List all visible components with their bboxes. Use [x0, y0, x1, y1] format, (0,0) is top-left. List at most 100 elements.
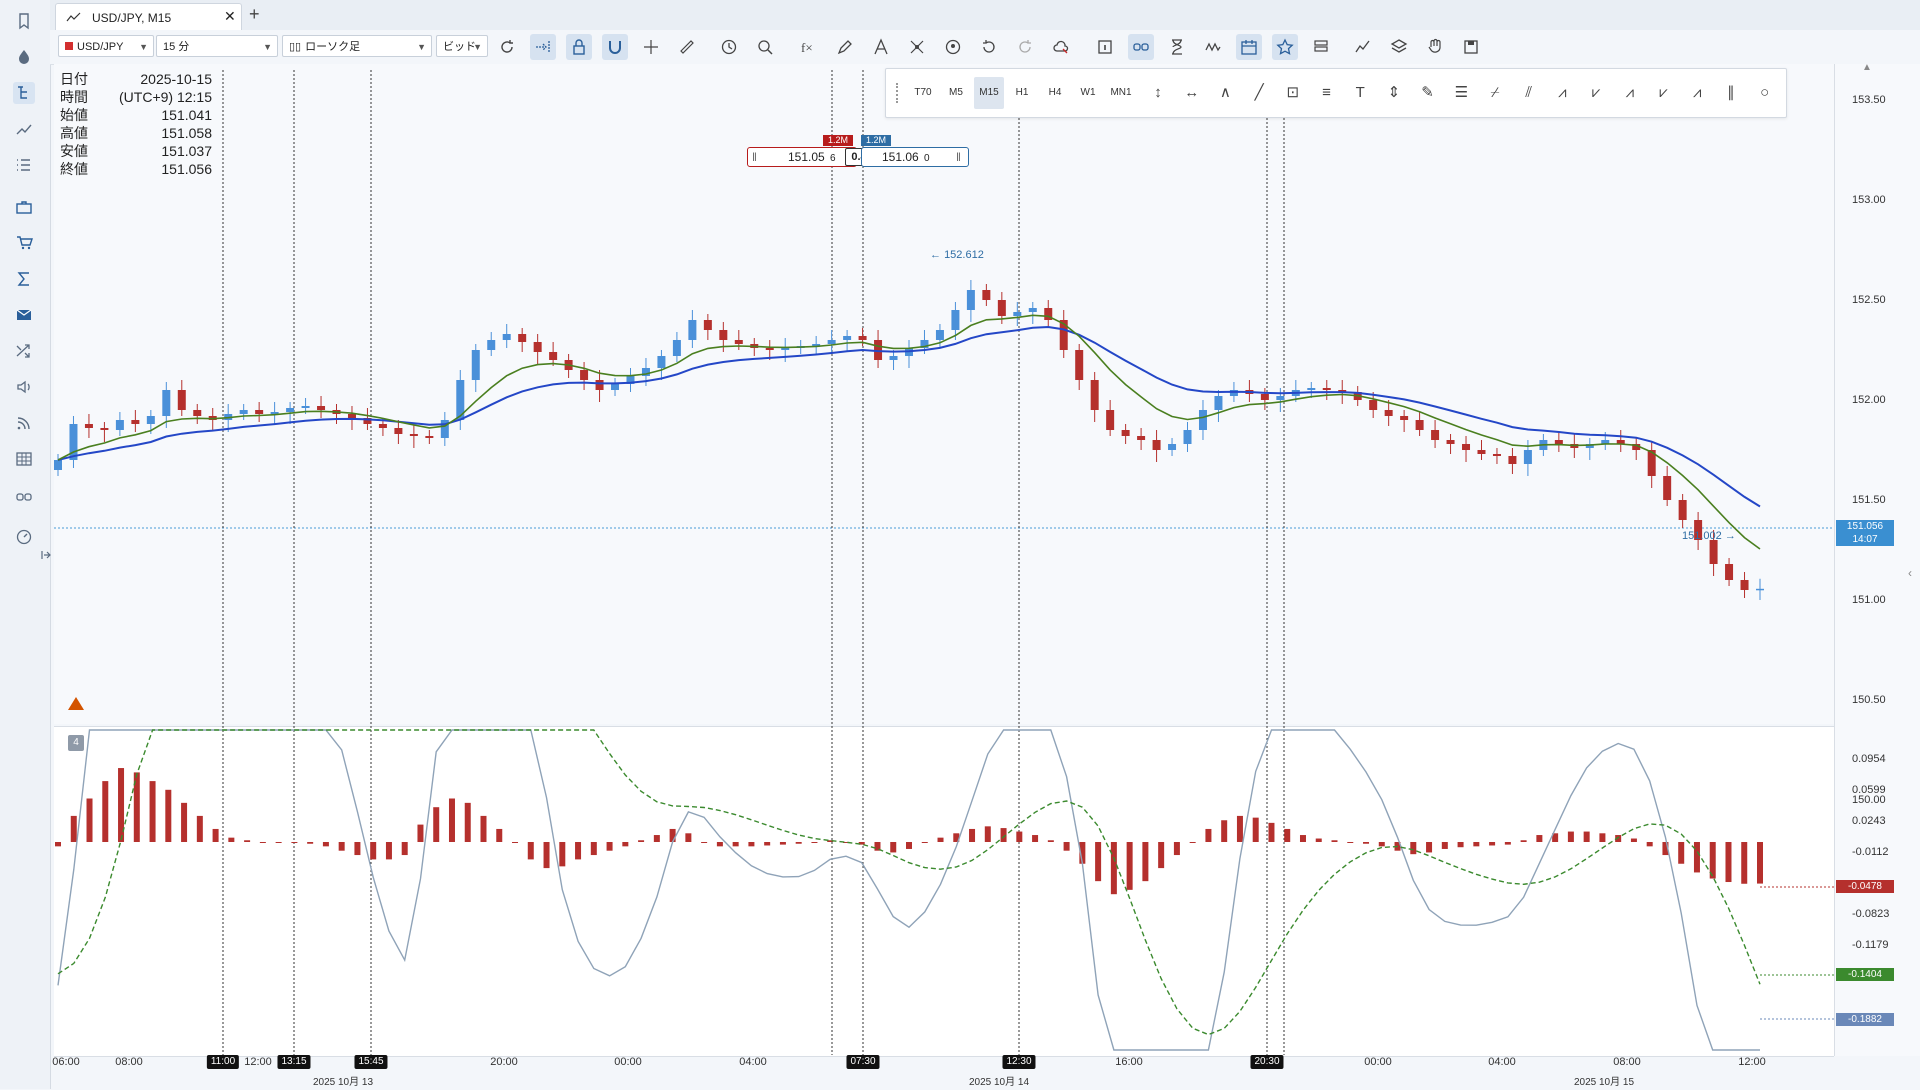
channel-icon[interactable]: ⫽ — [1525, 84, 1533, 101]
zigzag2-icon[interactable]: ⩗ — [1591, 84, 1601, 101]
sell-button[interactable]: ‖ 151.05 6 — [747, 147, 857, 167]
add-tab-button[interactable]: + — [249, 4, 260, 24]
timeframe-m15[interactable]: M15 — [974, 77, 1004, 109]
crosshair-button[interactable] — [638, 34, 664, 60]
cart-icon[interactable] — [13, 232, 35, 254]
pattern-icon[interactable]: ⩗ — [1659, 84, 1668, 101]
pattern2-icon[interactable]: ⩘ — [1692, 84, 1702, 101]
svg-text:f×: f× — [801, 40, 813, 55]
favorite-button[interactable] — [1272, 34, 1298, 60]
macd-pane[interactable] — [54, 726, 1834, 1057]
rss-icon[interactable] — [13, 412, 35, 434]
price-tick: 151.00 — [1852, 594, 1886, 606]
candle-body — [255, 410, 264, 414]
macd-histogram-bar — [575, 842, 582, 860]
zigzag-icon[interactable]: ⩘ — [1558, 84, 1567, 101]
candle-body — [425, 436, 434, 438]
time-axis[interactable] — [54, 1056, 1834, 1090]
candle-body — [1369, 400, 1378, 410]
magnet-button[interactable] — [602, 34, 628, 60]
info-button[interactable] — [1092, 34, 1118, 60]
ruler-button[interactable] — [674, 34, 700, 60]
drag-handle-icon[interactable] — [896, 83, 902, 103]
trend-line-icon[interactable] — [13, 118, 35, 140]
timeframe-h1[interactable]: H1 — [1015, 87, 1029, 98]
warning-icon[interactable] — [68, 697, 84, 710]
tab-close-button[interactable]: ✕ — [224, 8, 236, 24]
zigzag3-icon[interactable]: ⩘ — [1625, 84, 1635, 101]
network-icon — [910, 40, 924, 54]
chart-tab[interactable]: USD/JPY, M15 ✕ — [55, 3, 242, 30]
align-icon[interactable]: ≡ — [1322, 84, 1331, 101]
hlines-icon[interactable]: ☰ — [1454, 84, 1469, 101]
clock-button[interactable] — [716, 34, 742, 60]
binoculars-icon[interactable] — [13, 486, 35, 508]
fit-height-icon[interactable]: ⇕ — [1387, 84, 1401, 101]
symbol-select[interactable]: USD/JPY ▼ — [58, 35, 154, 57]
parallel-icon[interactable]: ∥ — [1727, 84, 1735, 101]
refresh-button[interactable] — [494, 34, 520, 60]
text-icon[interactable]: T — [1355, 84, 1365, 101]
line-icon[interactable]: ╱ — [1254, 84, 1264, 101]
candle-body — [1384, 410, 1393, 416]
chart-type-select[interactable]: ▯▯ ローソク足 ▼ — [282, 35, 432, 57]
list-icon[interactable] — [13, 154, 35, 176]
signal-value-badge: -0.1404 — [1836, 968, 1894, 981]
analysis-button[interactable] — [1350, 34, 1376, 60]
timeframe-select[interactable]: 15 分 ▼ — [156, 35, 278, 57]
pencil-icon[interactable]: ✎ — [1421, 84, 1434, 101]
save-button[interactable] — [1458, 34, 1484, 60]
calculator-icon[interactable] — [13, 448, 35, 470]
timeframe-h4[interactable]: H4 — [1048, 87, 1062, 98]
macd-histogram-bar — [1347, 842, 1354, 843]
circle-icon[interactable]: ○ — [1760, 84, 1770, 101]
briefcase-icon[interactable] — [13, 196, 35, 218]
timeframe-w1[interactable]: W1 — [1080, 87, 1096, 98]
layers-button[interactable] — [1386, 34, 1412, 60]
lock-button[interactable] — [566, 34, 592, 60]
peak-icon[interactable]: ∧ — [1219, 84, 1231, 101]
speedometer-icon[interactable] — [13, 526, 35, 548]
timeframe-t70[interactable]: T70 — [914, 87, 932, 98]
speaker-icon[interactable] — [13, 376, 35, 398]
face-button[interactable] — [940, 34, 966, 60]
expand-panel-icon[interactable] — [40, 544, 52, 566]
cross-line-icon[interactable]: ⌿ — [1490, 84, 1500, 101]
network-button[interactable] — [904, 34, 930, 60]
shuffle-icon[interactable] — [13, 340, 35, 362]
zoom-button[interactable] — [752, 34, 778, 60]
buy-button[interactable]: 151.06 0 ‖ — [861, 147, 969, 167]
redo-button[interactable] — [1012, 34, 1038, 60]
pen-button[interactable] — [832, 34, 858, 60]
text-tool-button[interactable] — [868, 34, 894, 60]
binocular-button[interactable] — [1128, 34, 1154, 60]
price-chart-pane[interactable] — [54, 64, 1834, 724]
undo-button[interactable] — [976, 34, 1002, 60]
wave-button[interactable] — [1200, 34, 1226, 60]
hand-button[interactable] — [1422, 34, 1448, 60]
autoscroll-button[interactable] — [530, 34, 556, 60]
horizontal-arrows-icon[interactable]: ↔ — [1184, 84, 1200, 101]
layers-list-button[interactable] — [1308, 34, 1334, 60]
mail-icon[interactable] — [13, 304, 35, 326]
callout-icon[interactable]: ⊡ — [1286, 84, 1300, 101]
collapse-right-icon[interactable]: ‹ — [1908, 566, 1912, 580]
indicator-button[interactable]: f× — [796, 34, 822, 60]
calendar-button[interactable] — [1236, 34, 1262, 60]
timeframe-mn1[interactable]: MN1 — [1110, 87, 1132, 98]
cloud-button[interactable] — [1048, 34, 1074, 60]
hourglass-button[interactable] — [1164, 34, 1190, 60]
ema-slow-line — [57, 325, 1761, 508]
tree-list-icon[interactable] — [13, 82, 35, 104]
price-type-select[interactable]: ビッド ▼ — [436, 35, 488, 57]
sigma-icon[interactable] — [13, 268, 35, 290]
vertical-arrows-icon[interactable]: ↕ — [1154, 84, 1162, 101]
macd-histogram-bar — [732, 842, 739, 847]
flag-icon — [65, 42, 73, 50]
timeframe-m5[interactable]: M5 — [949, 87, 963, 98]
pane-badge[interactable]: 4 — [68, 735, 84, 751]
scroll-up-icon[interactable]: ▲ — [1862, 62, 1872, 73]
drop-icon[interactable] — [13, 46, 35, 68]
bookmark-icon[interactable] — [13, 10, 35, 32]
macd-histogram-bar — [716, 842, 723, 847]
